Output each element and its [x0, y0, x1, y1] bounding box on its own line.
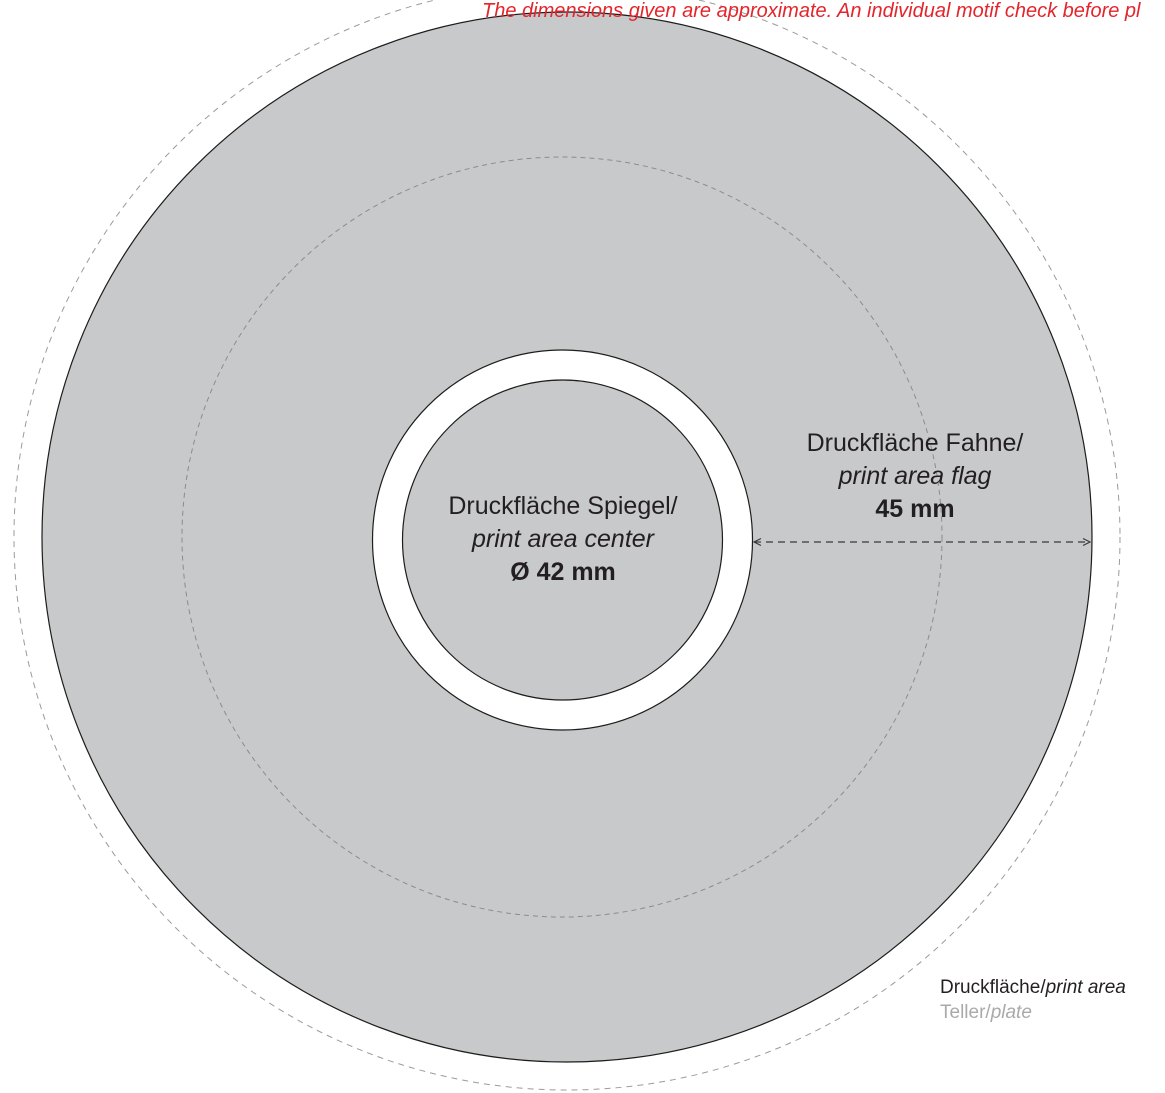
center-area-label-de: Druckfläche Spiegel/	[448, 492, 678, 520]
flag-area-dimension: 45 mm	[875, 495, 955, 523]
center-area-dimension: Ø 42 mm	[510, 558, 616, 586]
legend-plate-label-en: plate	[990, 1002, 1032, 1023]
flag-area-label-de: Druckfläche Fahne/	[806, 429, 1024, 457]
plate-outline-dashed-circle	[13, 0, 1121, 1091]
legend-print-area-label-en: print area	[1045, 977, 1126, 998]
center-area-label: Druckfläche Spiegel/ print area center Ø…	[403, 490, 723, 589]
legend-plate: Teller/plate	[940, 1000, 1165, 1025]
center-area-label-en: print area center	[471, 525, 655, 553]
legend-plate-label-de: Teller/	[940, 1002, 991, 1023]
legend-print-area: Druckfläche/print area	[940, 975, 1165, 1000]
flag-width-dimension	[752, 537, 1092, 547]
legend-print-area-label-de: Druckfläche/	[940, 977, 1046, 998]
dimension-arrow-left-icon	[752, 537, 762, 547]
inner-guide-dashed-circle	[181, 156, 943, 918]
flag-area-label-en: print area flag	[838, 462, 992, 490]
flag-area-label: Druckfläche Fahne/ print area flag 45 mm	[755, 427, 1075, 526]
approximation-notice: The dimensions given are approximate. An…	[482, 2, 1141, 22]
print-area-center-disc	[401, 379, 724, 701]
dimension-arrow-right-icon	[1082, 537, 1092, 547]
